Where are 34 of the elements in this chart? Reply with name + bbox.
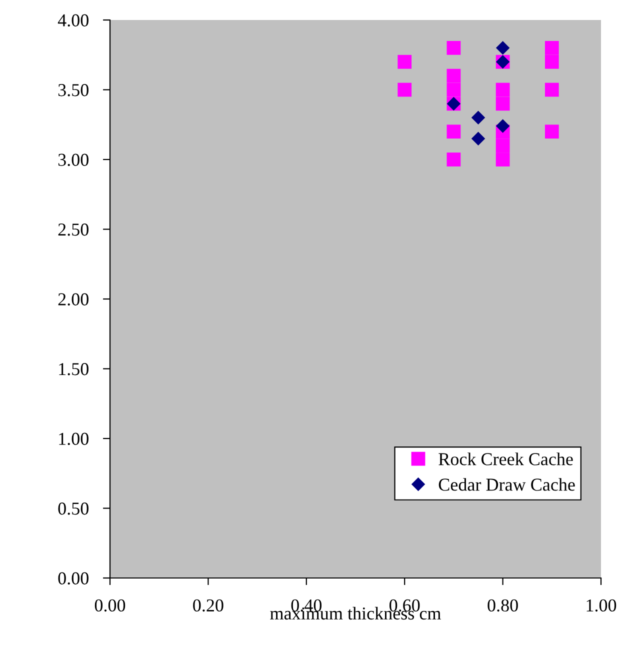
point bbox=[446, 82, 461, 97]
y-tick-label: 1.50 bbox=[59, 363, 88, 376]
y-tick-label: 3.00 bbox=[58, 154, 88, 166]
x-tick-label: 0.00 bbox=[94, 599, 126, 612]
point bbox=[446, 152, 461, 166]
point bbox=[496, 138, 510, 152]
point bbox=[496, 119, 510, 133]
point bbox=[471, 132, 486, 146]
point bbox=[496, 152, 510, 166]
point bbox=[471, 110, 486, 125]
y-tick-label: 1.00 bbox=[59, 432, 88, 446]
y-tick-label: 2.50 bbox=[58, 224, 88, 236]
point bbox=[496, 96, 510, 111]
point bbox=[398, 54, 412, 69]
point bbox=[446, 68, 461, 83]
y-tick-label: 0.50 bbox=[58, 502, 88, 515]
y-tick-label: 4.00 bbox=[58, 14, 88, 27]
y-tick-label: 2.00 bbox=[58, 293, 88, 306]
point bbox=[398, 82, 412, 97]
point bbox=[496, 41, 510, 55]
x-tick-label: 1.00 bbox=[586, 599, 616, 612]
legend-label: Rock Creek Cache bbox=[438, 452, 573, 466]
point bbox=[544, 40, 559, 55]
point bbox=[544, 82, 559, 97]
x-tick-label: 0.20 bbox=[193, 599, 224, 612]
point bbox=[446, 40, 461, 55]
x-tick-label: 0.80 bbox=[488, 599, 518, 612]
point bbox=[544, 124, 559, 139]
point bbox=[446, 124, 461, 139]
point bbox=[544, 54, 559, 69]
point bbox=[496, 82, 510, 97]
y-tick-label: 0.00 bbox=[58, 572, 88, 585]
y-tick-label: 3.50 bbox=[58, 84, 88, 96]
legend-label: Cedar Draw Cache bbox=[438, 478, 575, 491]
